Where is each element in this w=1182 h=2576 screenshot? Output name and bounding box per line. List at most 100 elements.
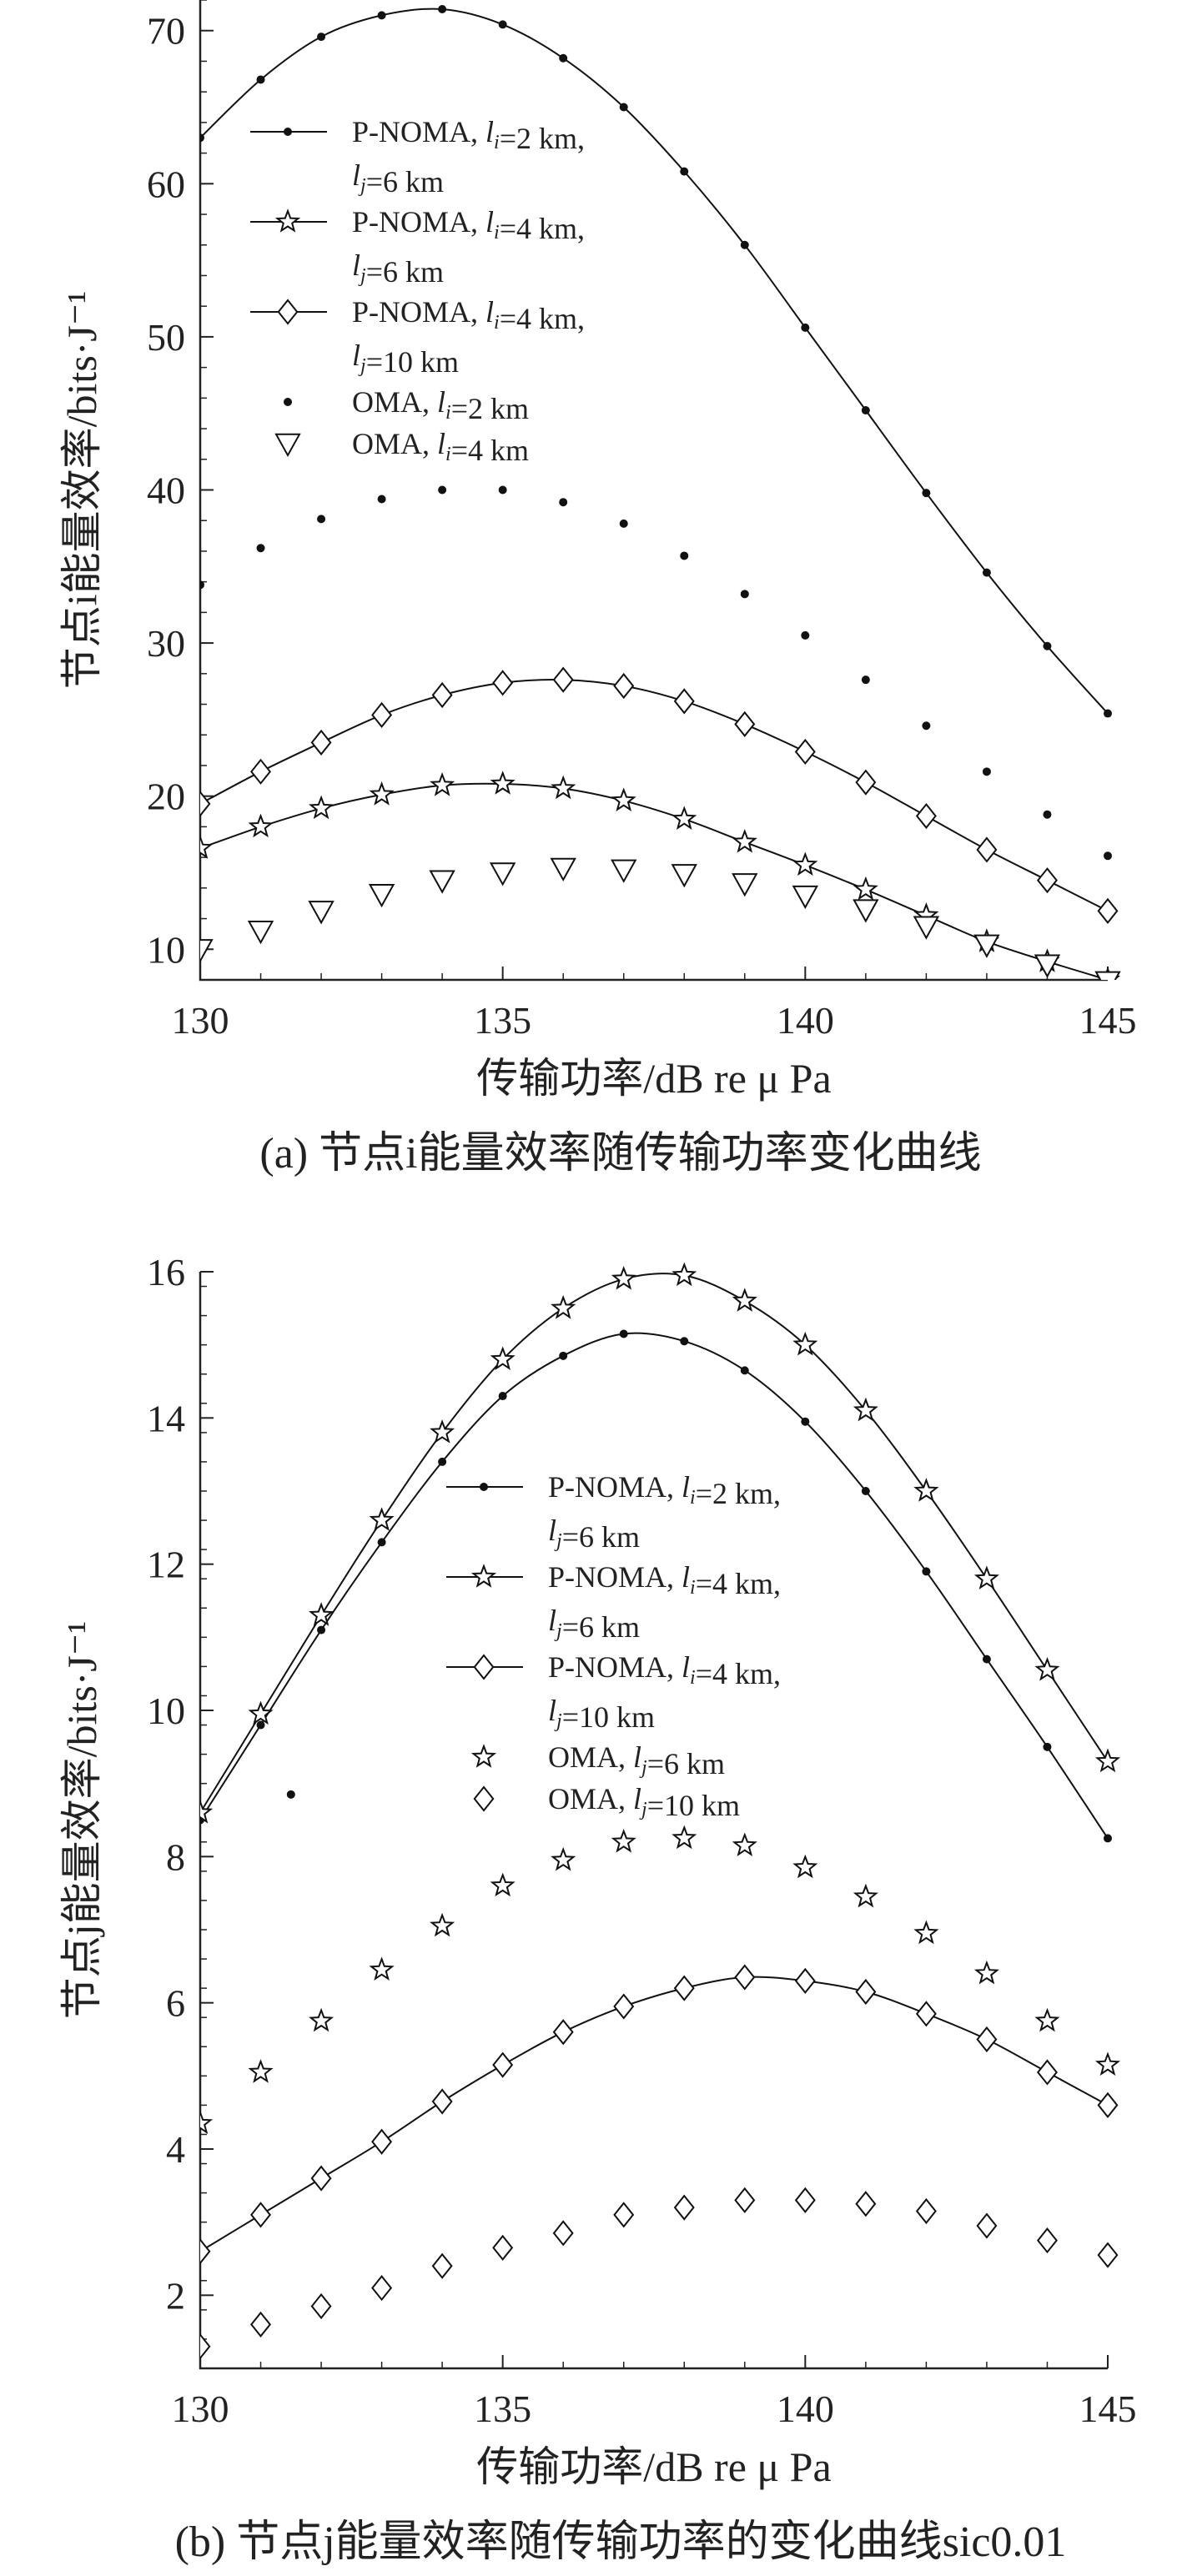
legend-label: lj=10 km (548, 1694, 655, 1734)
data-point (430, 1912, 455, 1937)
data-point (310, 2165, 332, 2192)
data-point (377, 11, 386, 20)
data-point (310, 729, 332, 756)
data-point (498, 485, 507, 495)
data-point (973, 1960, 999, 1985)
data-point (853, 899, 879, 923)
data-point (915, 802, 937, 830)
data-point (613, 1993, 635, 2020)
data-point (200, 835, 214, 859)
x-axis-title: 传输功率/dB re μ Pa (476, 1055, 831, 1102)
data-point (973, 934, 1000, 958)
data-point (976, 2026, 998, 2053)
data-point (973, 1565, 999, 1589)
x-axis-title: 传输功率/dB re μ Pa (476, 2443, 831, 2490)
series-3 (200, 1964, 1119, 2265)
data-point (431, 2088, 453, 2115)
data-point (855, 2191, 877, 2217)
series-5 (200, 857, 1121, 980)
legend-label: lj=6 km (548, 1514, 640, 1554)
series-2 (200, 771, 1121, 980)
data-point (613, 672, 635, 700)
data-point (309, 2007, 334, 2032)
legend-marker (274, 208, 301, 233)
data-point (794, 738, 816, 766)
legend-marker (470, 1744, 497, 1768)
data-point (200, 2110, 214, 2135)
data-point (792, 885, 819, 910)
data-point (853, 1883, 878, 1908)
data-point (611, 859, 637, 883)
y-tick-label: 20 (147, 776, 185, 818)
data-point (792, 1331, 818, 1356)
data-point (371, 701, 393, 728)
data-point (913, 1478, 939, 1502)
data-point (492, 670, 514, 696)
data-point (552, 666, 574, 693)
data-point (429, 870, 455, 894)
data-point (982, 568, 991, 577)
data-point (438, 485, 447, 495)
data-point (1036, 867, 1058, 894)
legend-label: lj=6 km (548, 1604, 640, 1644)
y-tick-label: 60 (147, 163, 185, 205)
legend-label: P-NOMA, li=4 km, (352, 295, 585, 335)
legend-marker (284, 398, 292, 406)
data-point (200, 2238, 211, 2265)
legend-item-1: P-NOMA, li=2 km,lj=6 km (250, 115, 585, 198)
data-point (982, 767, 991, 776)
legend-label: P-NOMA, li=2 km, (352, 115, 585, 155)
legend-label: OMA, lj=10 km (548, 1782, 740, 1822)
legend-marker (470, 1564, 497, 1588)
data-point (740, 1366, 749, 1375)
legend-label: P-NOMA, li=4 km, (548, 1560, 781, 1600)
data-point (200, 939, 214, 963)
data-point (915, 2001, 937, 2027)
legend-label: lj=6 km (352, 249, 444, 289)
data-point (250, 758, 272, 785)
legend-marker (284, 128, 292, 136)
data-point (671, 1825, 697, 1850)
y-tick-label: 2 (166, 2274, 185, 2317)
chart-b: 2 4 6 8 10 12 14 16 130 135 140 145 传输功率/dB re μ Pa 节… (58, 1251, 1137, 2566)
plot-area (200, 1262, 1121, 2360)
legend-marker (473, 1785, 495, 1812)
data-point (256, 75, 265, 84)
data-point (1034, 1656, 1060, 1681)
data-point (861, 675, 870, 685)
data-point (551, 775, 576, 800)
legend-label: OMA, li=2 km (352, 385, 529, 425)
data-point (680, 1337, 689, 1346)
series-1 (200, 5, 1112, 718)
data-point (794, 1967, 816, 1994)
legend-item-2: P-NOMA, li=4 km,lj=6 km (250, 205, 585, 289)
series-line (200, 1332, 1109, 1839)
data-point (673, 1975, 695, 2001)
data-point (734, 2187, 756, 2213)
y-tick-label: 4 (166, 2128, 185, 2171)
data-point (200, 791, 211, 817)
y-tick-label: 10 (147, 1690, 185, 1732)
data-point (1104, 1834, 1112, 1843)
data-point (250, 2311, 272, 2338)
data-point (200, 133, 204, 143)
data-point (256, 1720, 265, 1730)
data-point (976, 836, 998, 863)
x-tick-label: 145 (1079, 999, 1137, 1042)
legend-label: lj=6 km (352, 158, 444, 198)
data-point (317, 515, 326, 524)
legend-label: OMA, li=4 km (352, 427, 529, 467)
data-point (732, 873, 758, 897)
data-point (1043, 810, 1052, 819)
data-point (248, 1700, 274, 1725)
data-point (1097, 2242, 1119, 2268)
data-point (377, 495, 386, 504)
data-point (1036, 2227, 1058, 2254)
data-point (976, 2212, 998, 2239)
data-point (1094, 2051, 1121, 2076)
x-tick-label: 135 (474, 2388, 531, 2430)
y-axis-title: 节点i能量效率/bits·J⁻¹ (58, 291, 105, 690)
data-point (792, 851, 818, 876)
data-point (551, 1846, 576, 1871)
